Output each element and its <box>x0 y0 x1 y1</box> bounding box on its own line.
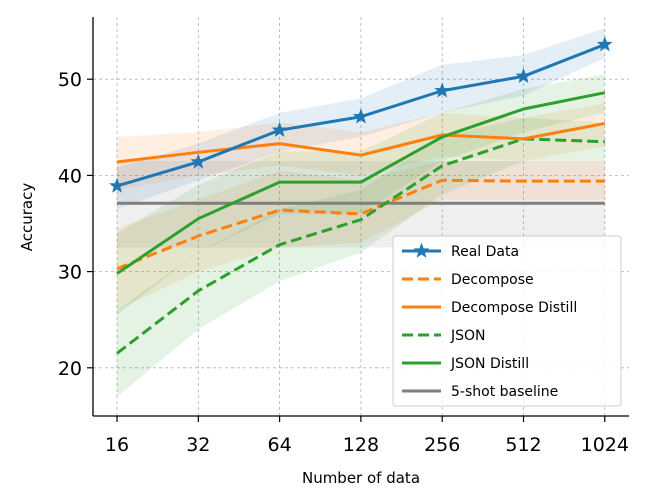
legend-label-real-data: Real Data <box>451 244 519 260</box>
decompose-band <box>117 160 605 311</box>
x-tick-label: 256 <box>424 434 460 456</box>
real-data-point <box>515 67 532 84</box>
x-tick-label: 32 <box>186 434 210 456</box>
x-tick-label: 16 <box>105 434 129 456</box>
legend: Real Data Decompose Decompose Distill JSON J… <box>392 235 622 407</box>
y-tick-label: 30 <box>58 262 82 284</box>
grid <box>93 17 629 416</box>
json-band <box>117 117 605 397</box>
y-axis-label: Accuracy <box>18 183 36 252</box>
real-data-point <box>352 108 369 124</box>
json-distill-line <box>116 91 606 275</box>
legend-marker-real-data <box>413 242 430 258</box>
decompose-distill-band <box>117 103 605 190</box>
legend-label-json: JSON <box>450 328 486 344</box>
real-data-point <box>271 121 288 137</box>
legend-label-json-distill: JSON Distill <box>450 356 529 372</box>
x-tick-label: 128 <box>343 434 379 456</box>
legend-frame <box>392 235 622 407</box>
json-distill-band <box>117 74 605 315</box>
real-data-point <box>190 153 207 169</box>
legend-label-5-shot-baseline: 5-shot baseline <box>451 384 558 400</box>
series-lines <box>109 36 613 355</box>
ticks: 16 32 64 128 256 512 1024 20 30 40 50 <box>58 69 629 456</box>
x-tick-label: 512 <box>505 434 541 456</box>
x-tick-label: 1024 <box>581 434 629 456</box>
y-tick-label: 20 <box>58 358 82 380</box>
real-data-point <box>109 177 125 193</box>
x-tick-label: 64 <box>268 434 292 456</box>
y-tick-label: 50 <box>58 69 82 91</box>
decompose-distill-line <box>116 121 606 164</box>
real-data-point <box>434 82 451 98</box>
legend-label-decompose: Decompose <box>451 272 534 288</box>
real-data-point <box>596 36 613 52</box>
legend-label-decompose-distill: Decompose Distill <box>451 300 577 316</box>
decompose-line <box>116 178 605 271</box>
x-axis-label: Number of data <box>302 469 420 487</box>
y-tick-label: 40 <box>58 165 82 187</box>
